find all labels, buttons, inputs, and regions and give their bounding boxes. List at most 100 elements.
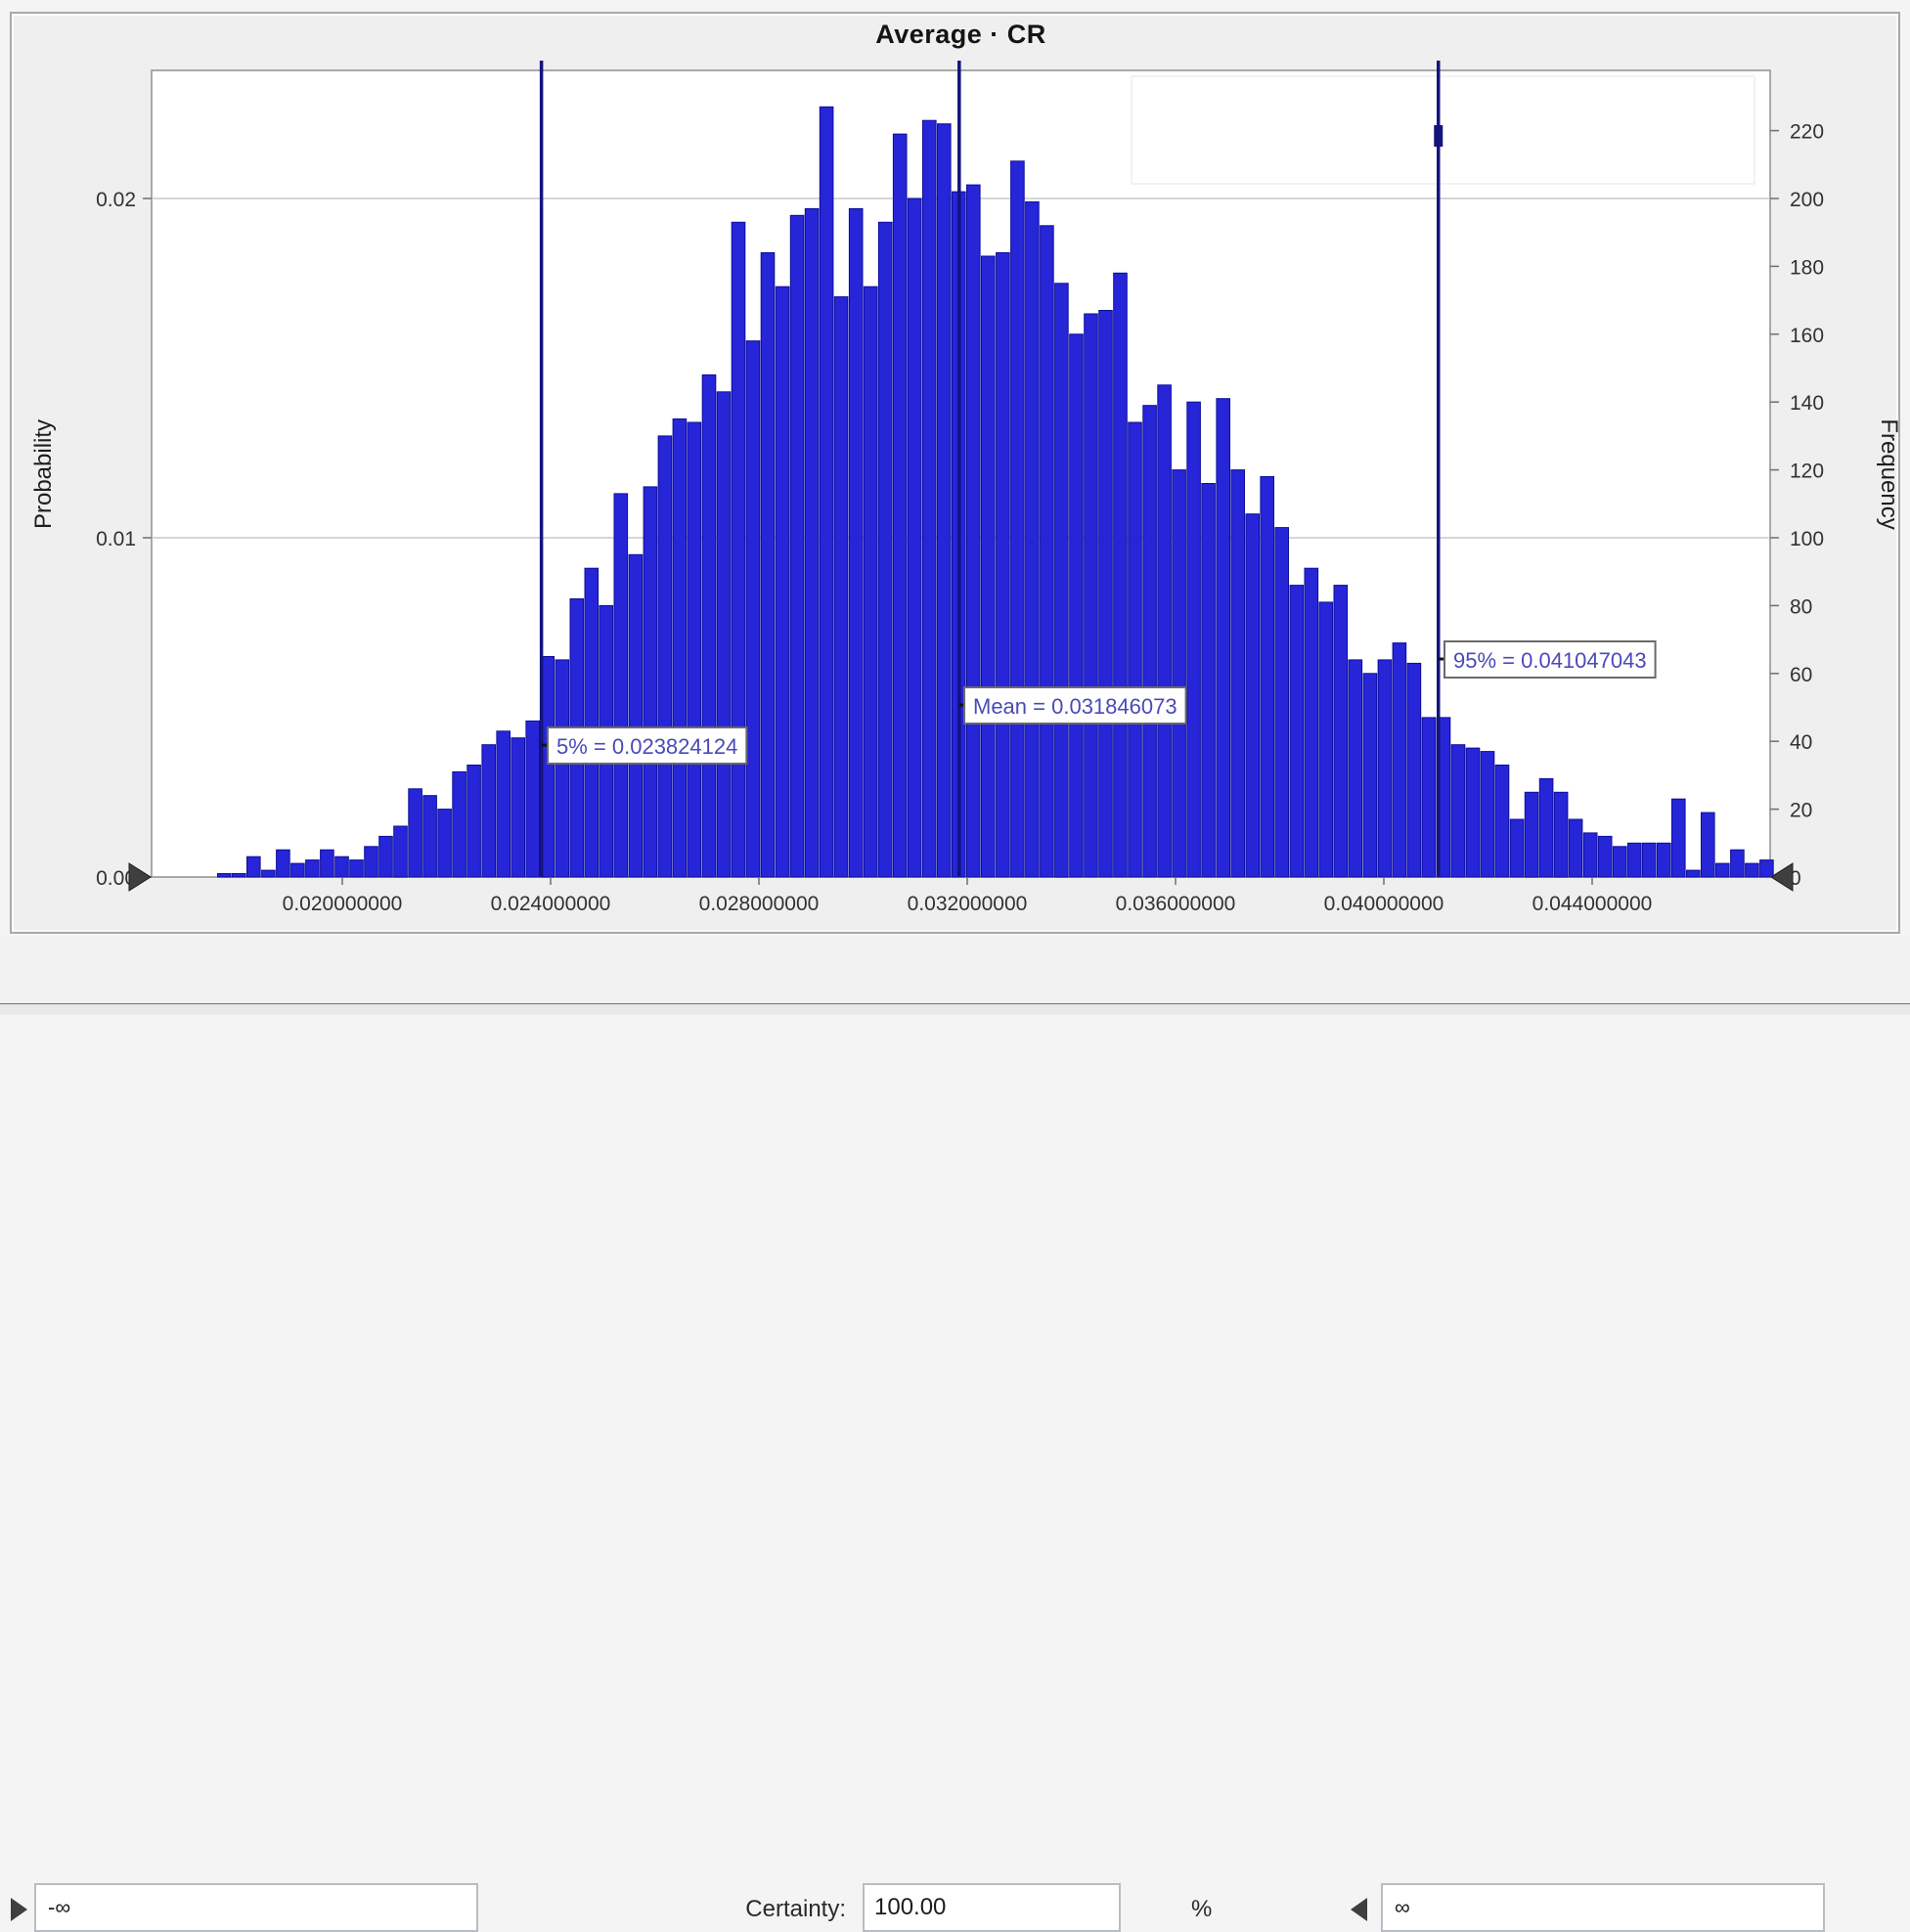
y-right-axis-title: Frequency [1876,418,1902,529]
histogram-bar [1421,717,1437,878]
axis-left-grabber-icon[interactable] [128,862,152,892]
histogram-bar [1245,513,1261,878]
histogram-bar [731,221,746,878]
histogram-bar [1701,812,1715,878]
histogram-bar [1450,744,1466,878]
histogram-bar [716,391,732,878]
histogram-bar [628,553,644,878]
y-left-tick-label: 0.02 [96,189,136,211]
histogram-bar [1626,842,1642,878]
y-right-tick-label: 140 [1790,392,1824,415]
histogram-bar [305,859,320,878]
p95-annotation-text: 95% = 0.041047043 [1453,648,1647,673]
histogram-bar [1186,401,1201,878]
histogram-bar [1098,310,1113,878]
histogram-bar [643,486,658,878]
histogram-bar [1745,862,1759,878]
histogram-bar [775,285,790,878]
x-tick-label: 0.024000000 [491,893,611,915]
histogram-bar [1172,469,1186,878]
histogram-bar [1054,283,1069,878]
histogram-bar [1480,751,1495,878]
histogram-bar [1568,818,1583,878]
x-tick-label: 0.036000000 [1116,893,1236,915]
histogram-bar [496,730,511,878]
histogram-bar [1553,791,1569,878]
histogram-bar [922,119,937,878]
histogram-bar [1494,765,1510,878]
forecast-histogram-chart: 5% = 0.023824124 Mean = 0.031846073 95% = … [30,61,1902,915]
bottom-bevel-strip [0,1003,1910,1015]
histogram-bar [981,255,996,878]
mean-annotation-box[interactable] [963,686,1187,724]
y-right-tick-label: 200 [1790,189,1824,211]
p95-annotation-box[interactable] [1444,640,1657,679]
histogram-bar [892,133,908,878]
p95-line-handle[interactable] [1434,125,1444,147]
histogram-bar [1641,842,1657,878]
histogram-bar [848,207,864,878]
histogram-bar [760,252,776,878]
histogram-bar [701,373,717,878]
y-right-tick-label: 160 [1790,325,1824,347]
histogram-bar [1377,659,1393,878]
histogram-bar [364,846,378,878]
p5-annotation-box[interactable] [547,726,748,765]
histogram-bar [246,856,261,878]
histogram-bar [1201,483,1216,878]
histogram-bar [1509,818,1525,878]
histogram-bar [217,873,232,878]
histogram-bar [1406,662,1422,878]
chart-title: Average · CR [875,20,1046,49]
histogram-bar [1128,421,1142,878]
histogram-bar [261,869,276,878]
histogram-bar [1333,585,1349,878]
histogram-bar [789,214,805,878]
lower-bound-input[interactable] [34,1883,478,1932]
histogram-bar [819,106,834,878]
upper-bound-input[interactable] [1381,1883,1825,1932]
histogram-bar [1142,405,1157,878]
histogram-bar [1260,476,1275,878]
histogram-bar [276,849,290,878]
certainty-label: Certainty: [745,1896,846,1922]
histogram-bar [687,421,702,878]
histogram-bar [863,285,878,878]
histogram-bar [833,296,849,878]
mean-annotation-text: Mean = 0.031846073 [973,694,1177,719]
y-right-tick-label: 220 [1790,121,1824,144]
histogram-bar [1289,585,1305,878]
histogram-bar [408,788,422,878]
histogram-bar [320,849,334,878]
histogram-bar [877,221,893,878]
histogram-bar [1304,567,1319,878]
histogram-bar [232,873,246,878]
upper-bound-grabber-icon[interactable] [1351,1898,1367,1921]
histogram-bar [613,493,629,878]
y-right-tick-label: 100 [1790,528,1824,550]
histogram-bar [1157,384,1172,878]
y-left-axis-title: Probability [30,419,57,529]
y-left-tick-label: 0.00 [96,867,136,890]
histogram-bar [481,744,496,878]
x-tick-label: 0.044000000 [1532,893,1653,915]
histogram-bar [1230,469,1246,878]
histogram-bar [437,809,452,878]
histogram-bar [452,770,466,878]
histogram-bar [1084,313,1098,878]
x-tick-label: 0.028000000 [699,893,820,915]
histogram-bar [1686,869,1701,878]
histogram-bar [1730,849,1745,878]
lower-bound-grabber-icon[interactable] [11,1898,27,1921]
histogram-bar [1318,601,1334,878]
histogram-bar [525,720,541,878]
histogram-bar [349,859,364,878]
histogram-bar [1010,160,1025,878]
axis-right-grabber-icon[interactable] [1770,862,1794,892]
certainty-input[interactable] [863,1883,1121,1932]
histogram-bar [1597,835,1613,878]
histogram-bar [466,765,481,878]
crystal-ball-forecast-window: { "window": { "title": "Average · CR" },… [0,12,1910,1932]
histogram-bar [996,252,1010,878]
y-left-tick-label: 0.01 [96,528,136,550]
